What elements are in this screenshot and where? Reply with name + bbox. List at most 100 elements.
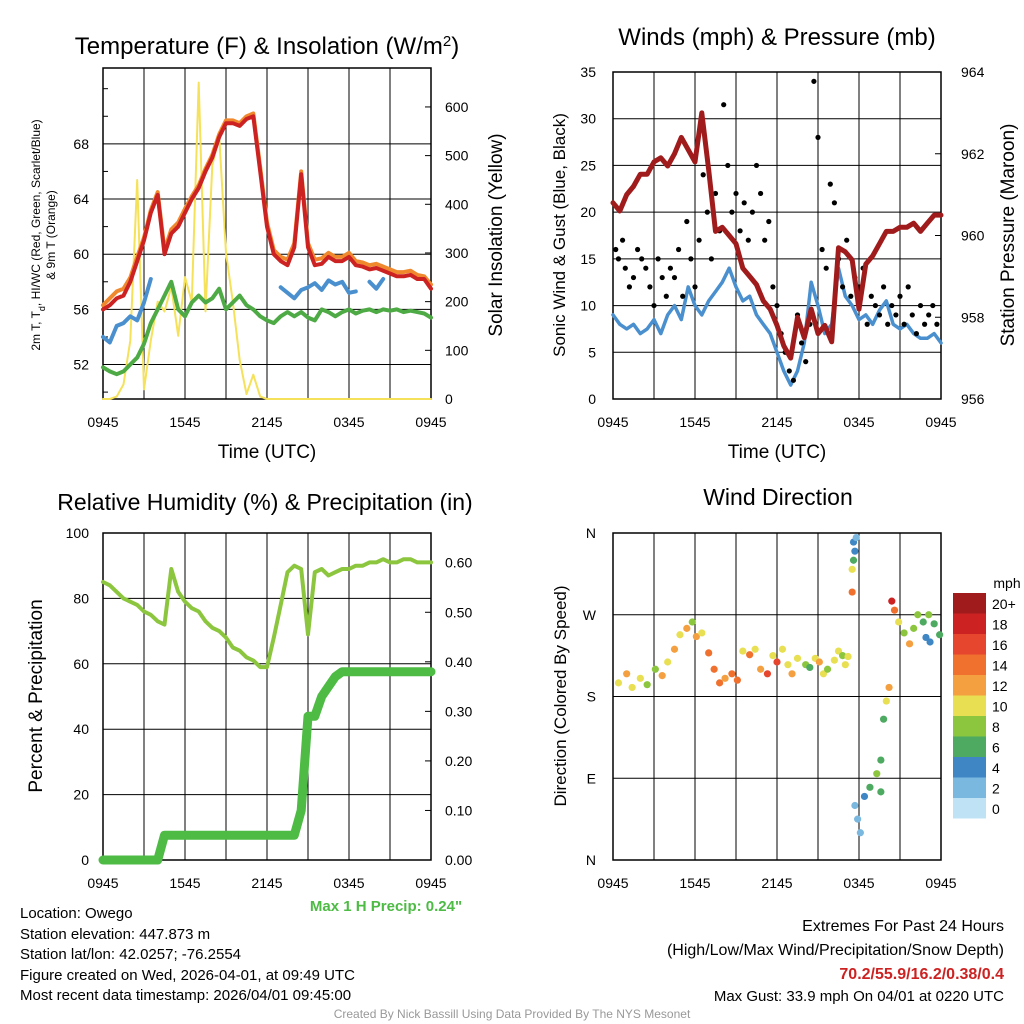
gust-point <box>708 256 715 262</box>
temp-xtick-label: 0345 <box>333 414 364 430</box>
temp-y2tick-label: 100 <box>445 342 469 358</box>
temp-xtick-label: 1545 <box>169 414 200 430</box>
wind-direction-point <box>830 656 839 664</box>
gust-point <box>913 331 920 337</box>
wdir-xtick-label: 0945 <box>597 875 628 891</box>
legend-label: 6 <box>992 740 1000 756</box>
gust-point <box>684 218 690 225</box>
legend-label: 18 <box>992 617 1008 633</box>
gust-point <box>930 302 936 309</box>
legend-swatch <box>953 695 986 716</box>
gust-point <box>872 302 879 309</box>
recent-data-text: Most recent data timestamp: 2026/04/01 0… <box>20 987 352 1004</box>
wdir-xtick-label: 0345 <box>843 875 874 891</box>
extremes-values: 70.2/55.9/16.2/0.38/0.4 <box>839 966 1004 983</box>
wind-direction-point <box>888 597 896 605</box>
gust-point <box>700 172 706 178</box>
wind-direction-point <box>849 556 858 564</box>
gust-point <box>692 284 698 290</box>
gust-point <box>729 209 735 215</box>
wind-direction-point <box>890 606 899 614</box>
legend-swatch <box>953 634 986 655</box>
gust-point <box>733 190 739 197</box>
wind-direction-point <box>763 670 772 678</box>
wind-direction-point <box>698 629 706 637</box>
temp-series-red <box>101 114 433 312</box>
gust-point <box>655 256 661 262</box>
rh-xtick-label: 0945 <box>87 875 118 891</box>
wdir-ytick-label: E <box>587 770 596 786</box>
wdir-xtick-label: 1545 <box>679 875 710 891</box>
extremes-description: (High/Low/Max Wind/Precipitation/Snow De… <box>666 942 1004 959</box>
gust-point <box>635 246 641 253</box>
rh-y2tick-label: 0.00 <box>445 852 472 868</box>
legend-swatch <box>953 654 986 675</box>
temp-y2tick-label: 200 <box>445 294 469 310</box>
legend-swatch <box>953 757 986 778</box>
winds-xtick-label: 2145 <box>761 414 792 430</box>
winds-y2tick-label: 964 <box>961 64 985 80</box>
gust-point <box>643 265 649 271</box>
wind-direction-point <box>692 632 700 641</box>
humidity-panel: 0945 1545 2145 0345 0945 0 20 40 60 80 100 0.00 0.10… <box>26 489 473 915</box>
rh-title: Relative Humidity (%) & Precipitation (i… <box>57 489 472 515</box>
gust-point <box>663 293 669 299</box>
gust-point <box>622 265 628 271</box>
gust-point <box>725 162 731 169</box>
wind-direction-point <box>721 674 729 682</box>
gust-point <box>741 200 747 206</box>
gust-point <box>671 274 678 281</box>
wind-direction-point <box>751 645 759 653</box>
gust-point <box>626 284 633 290</box>
rh-xtick-label: 0345 <box>333 875 364 891</box>
wind-direction-point <box>614 679 623 687</box>
station-info: Location: Owego Station elevation: 447.8… <box>20 904 355 1007</box>
gust-point <box>639 256 645 262</box>
gust-point <box>848 293 854 299</box>
rh-xtick-label: 0945 <box>415 875 446 891</box>
created-text: Figure created on Wed, 2026-04-01, at 09… <box>20 966 355 984</box>
wind-direction-point <box>900 629 908 637</box>
wind-direction-point <box>851 801 859 810</box>
wdir-ytick-label: N <box>586 852 596 868</box>
legend-swatch <box>953 777 986 798</box>
gust-point <box>844 237 850 243</box>
temp-xtick-label: 2145 <box>251 414 282 430</box>
wind-direction-point <box>823 665 832 673</box>
gust-point <box>613 246 619 253</box>
wind-direction-point <box>852 533 860 542</box>
wdir-title: Wind Direction <box>703 484 853 510</box>
temp-xlabel: Time (UTC) <box>218 442 317 463</box>
gust-point <box>762 237 768 243</box>
wind-direction-point <box>739 647 747 655</box>
wind-direction-point <box>683 624 691 632</box>
rh-xtick-label: 2145 <box>251 875 282 891</box>
temp-ytick-label: 52 <box>73 357 89 373</box>
rh-y2tick-label: 0.10 <box>445 802 472 818</box>
winds-ytick-label: 5 <box>588 344 596 360</box>
winds-ytick-label: 15 <box>580 251 596 267</box>
wind-direction-point <box>839 652 847 660</box>
rh-ytick-label: 0 <box>81 852 89 868</box>
wind-direction-point <box>769 652 777 660</box>
wind-direction-point <box>877 756 885 764</box>
wdir-ylabel: Direction (Colored By Speed) <box>551 585 570 806</box>
gust-point <box>893 312 899 318</box>
gust-point <box>737 228 743 234</box>
rh-xtick-label: 1545 <box>169 875 200 891</box>
wind-direction-point <box>688 618 696 626</box>
legend-swatch <box>953 736 986 757</box>
wind-direction-point <box>910 624 918 632</box>
rh-y2tick-label: 0.60 <box>445 555 472 571</box>
legend-label: 16 <box>992 637 1008 653</box>
legend-swatch <box>953 716 986 737</box>
temp-y2tick-label: 300 <box>445 245 469 261</box>
rh-ytick-label: 80 <box>73 590 89 606</box>
wind-direction-point <box>716 679 724 687</box>
wind-direction-point <box>793 654 802 662</box>
wind-direction-point <box>757 665 765 673</box>
rh-y2tick-label: 0.20 <box>445 753 472 769</box>
rh-ytick-label: 40 <box>73 721 89 737</box>
winds-xlabel: Time (UTC) <box>728 442 827 463</box>
wind-direction-point <box>882 697 890 705</box>
